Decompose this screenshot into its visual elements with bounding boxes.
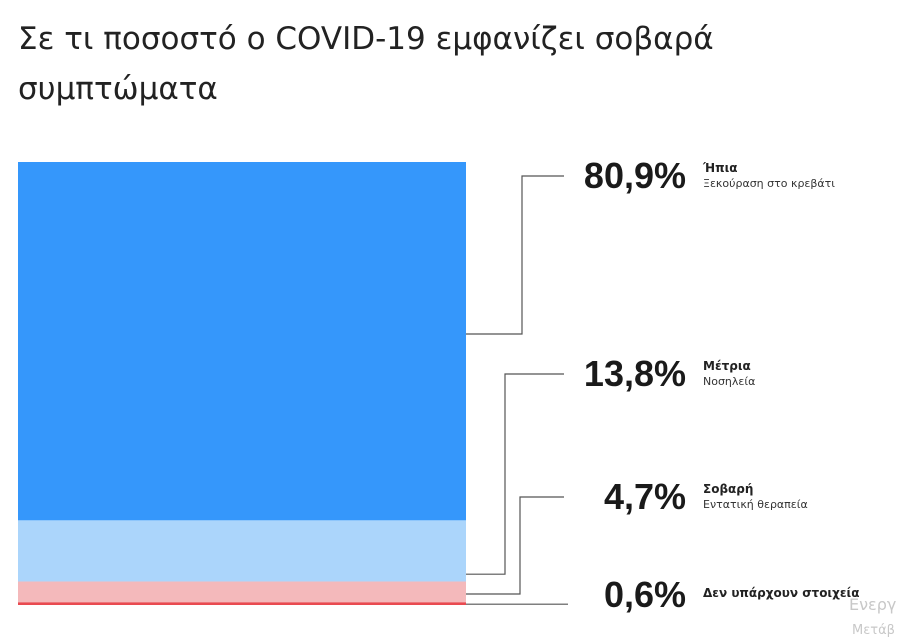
segment-1-bar [18, 162, 466, 521]
watermark: Ενεργ Μετάβ [849, 595, 896, 638]
bar-stack [18, 162, 466, 605]
segment-2-leader-line [466, 373, 564, 575]
chart-title: Σε τι ποσοστό ο COVID-19 εμφανίζει σοβαρ… [18, 21, 714, 107]
segment-1-percent-label: 80,9% [584, 155, 686, 196]
segment-labels: 80,9% Ήπια Ξεκούραση στο κρεβάτι 13,8% Μέτρι… [584, 155, 860, 615]
segment-3-category-label: Σοβαρή [703, 482, 753, 496]
segment-4-category-label: Δεν υπάρχουν στοιχεία [703, 586, 859, 600]
watermark-line-1: Ενεργ [849, 595, 896, 614]
segment-3-leader-line [466, 496, 564, 595]
segment-2-category-label: Μέτρια [703, 359, 751, 373]
segment-1-sublabel: Ξεκούραση στο κρεβάτι [703, 177, 835, 190]
segment-1-category-label: Ήπια [702, 161, 738, 175]
leader-lines [466, 175, 568, 605]
segment-3-percent-label: 4,7% [604, 476, 686, 517]
segment-4-bar [18, 602, 466, 605]
segment-2-percent-label: 13,8% [584, 353, 686, 394]
segment-2-bar [18, 520, 466, 582]
segment-3-sublabel: Εντατική θεραπεία [703, 498, 808, 511]
watermark-line-2: Μετάβ [852, 623, 895, 638]
segment-4-percent-label: 0,6% [604, 574, 686, 615]
segment-3-bar [18, 581, 466, 603]
segment-2-sublabel: Νοσηλεία [703, 375, 755, 388]
segment-1-leader-line [466, 175, 564, 335]
